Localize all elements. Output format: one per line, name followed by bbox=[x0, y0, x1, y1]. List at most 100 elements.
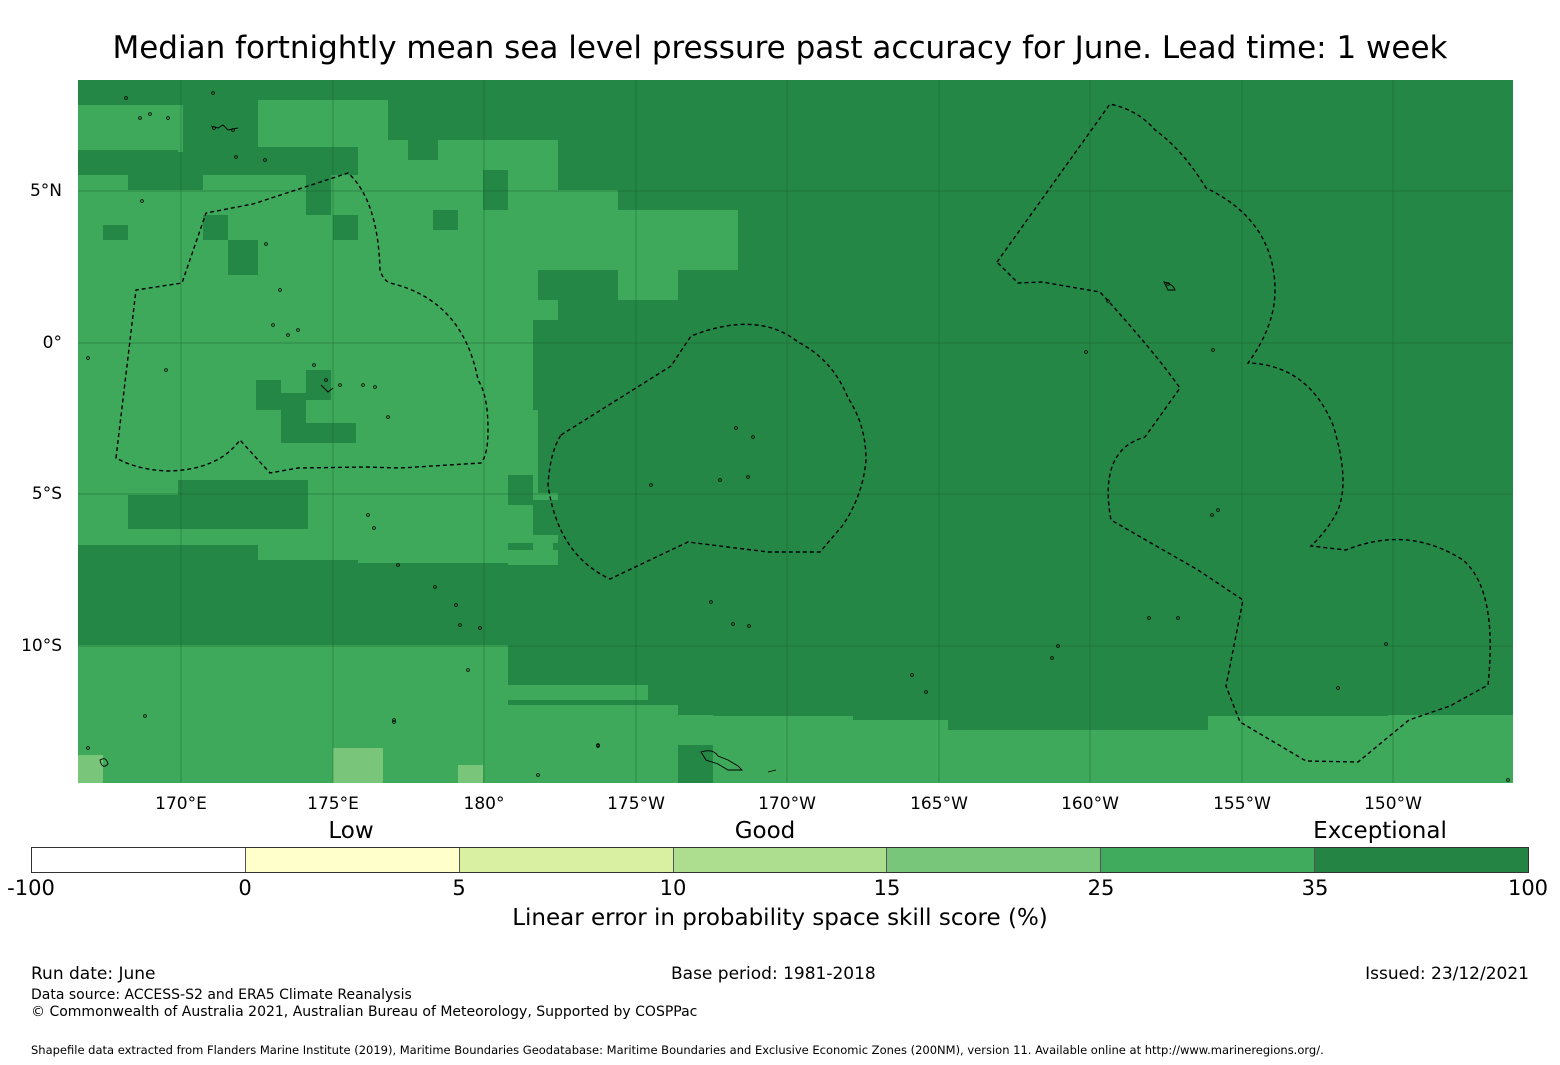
island-outline bbox=[718, 478, 722, 482]
skill-cell bbox=[533, 500, 558, 535]
map-title: Median fortnightly mean sea level pressu… bbox=[112, 30, 1448, 66]
legend-category-good: Good bbox=[734, 818, 796, 844]
skill-cell bbox=[708, 470, 718, 560]
island-outline bbox=[709, 600, 713, 604]
graticule-lines bbox=[78, 80, 1513, 783]
island-outline bbox=[1384, 642, 1388, 646]
skill-cell bbox=[408, 120, 438, 160]
skill-cell bbox=[128, 495, 308, 529]
issued-date: Issued: 23/12/2021 bbox=[1365, 964, 1529, 984]
island-outline bbox=[143, 714, 147, 718]
map-canvas bbox=[78, 80, 1513, 783]
shapefile-note: Shapefile data extracted from Flanders M… bbox=[31, 1043, 1324, 1057]
legend-swatch bbox=[245, 848, 460, 872]
lon-label-180: 180° bbox=[463, 794, 505, 814]
island-outline bbox=[166, 116, 170, 120]
skill-cell bbox=[498, 685, 648, 700]
island-outline bbox=[373, 385, 377, 389]
skill-cell bbox=[618, 250, 678, 300]
island-outline bbox=[1216, 508, 1220, 512]
island-outline bbox=[396, 563, 400, 567]
legend-tick: 25 bbox=[1087, 876, 1115, 900]
island-outline bbox=[211, 91, 215, 95]
skill-cell bbox=[333, 215, 358, 240]
skill-cell bbox=[358, 765, 383, 783]
island-outline bbox=[478, 626, 482, 630]
legend-tick: 35 bbox=[1301, 876, 1329, 900]
skill-cell bbox=[483, 170, 508, 210]
island-outline bbox=[320, 384, 334, 393]
skill-score-map bbox=[78, 80, 1513, 783]
island-outline bbox=[924, 690, 928, 694]
island-outline bbox=[1176, 616, 1180, 620]
island-outline bbox=[1106, 299, 1110, 303]
island-outline bbox=[1210, 513, 1214, 517]
island-outline bbox=[124, 96, 128, 100]
legend-tick: 100 bbox=[1507, 876, 1549, 900]
island-outline bbox=[1506, 778, 1510, 782]
skill-cell bbox=[306, 370, 331, 400]
lon-label-170e: 170°E bbox=[155, 794, 207, 814]
legend-swatch bbox=[887, 848, 1102, 872]
legend-swatch bbox=[32, 848, 246, 872]
run-date: Run date: June bbox=[31, 964, 156, 984]
skill-cell bbox=[538, 570, 563, 620]
island-outline bbox=[466, 668, 470, 672]
lon-label-165w: 165°W bbox=[910, 794, 968, 814]
legend-swatch bbox=[459, 848, 674, 872]
island-outline bbox=[140, 199, 144, 203]
island-outline bbox=[454, 603, 458, 607]
island-outline bbox=[910, 673, 914, 677]
island-outline bbox=[138, 116, 142, 120]
island-outline bbox=[458, 623, 462, 627]
eez-boundary-line bbox=[115, 172, 489, 474]
island-outline bbox=[366, 513, 370, 517]
skill-cell bbox=[558, 310, 708, 560]
copyright: © Commonwealth of Australia 2021, Austra… bbox=[31, 1004, 698, 1020]
skill-cell bbox=[228, 240, 258, 275]
island-outline bbox=[286, 333, 290, 337]
base-period: Base period: 1981-2018 bbox=[671, 964, 876, 984]
data-source: Data source: ACCESS-S2 and ERA5 Climate … bbox=[31, 987, 412, 1003]
skill-cell bbox=[203, 215, 228, 240]
island-outline bbox=[148, 112, 152, 116]
skill-cell bbox=[258, 100, 388, 147]
island-outline bbox=[767, 769, 777, 773]
skill-cell bbox=[78, 755, 103, 783]
legend-title: Linear error in probability space skill … bbox=[512, 905, 1048, 931]
island-outline bbox=[1084, 350, 1088, 354]
skill-cell bbox=[78, 545, 258, 580]
skill-cell bbox=[1088, 730, 1208, 783]
island-outline bbox=[372, 526, 376, 530]
island-outline bbox=[746, 475, 750, 479]
lon-label-160w: 160°W bbox=[1061, 794, 1119, 814]
skill-cell bbox=[433, 210, 458, 230]
skill-cell bbox=[708, 520, 888, 560]
lat-label-0: 0° bbox=[42, 333, 62, 353]
island-outline bbox=[271, 323, 275, 327]
island-outline bbox=[1050, 656, 1054, 660]
island-outline bbox=[210, 124, 239, 131]
island-outline bbox=[751, 435, 755, 439]
skill-cell bbox=[256, 380, 281, 410]
island-outline bbox=[596, 744, 600, 748]
skill-cell bbox=[78, 175, 538, 493]
legend-category-low: Low bbox=[328, 818, 374, 844]
island-outline bbox=[164, 368, 168, 372]
legend-colorbar bbox=[31, 847, 1529, 873]
island-outline bbox=[747, 624, 751, 628]
eez-boundary-line bbox=[547, 323, 867, 580]
skill-cell bbox=[178, 480, 308, 495]
legend-tick: -100 bbox=[7, 876, 55, 900]
island-outline bbox=[731, 622, 735, 626]
skill-cell bbox=[508, 475, 533, 505]
skill-cell bbox=[948, 730, 1088, 783]
island-outline bbox=[278, 288, 282, 292]
island-outlines bbox=[86, 91, 1510, 782]
island-outline bbox=[324, 378, 328, 382]
lon-label-150w: 150°W bbox=[1364, 794, 1422, 814]
island-outline bbox=[99, 758, 109, 767]
island-outline bbox=[700, 750, 744, 771]
legend-tick: 15 bbox=[873, 876, 901, 900]
island-outline bbox=[1056, 644, 1060, 648]
